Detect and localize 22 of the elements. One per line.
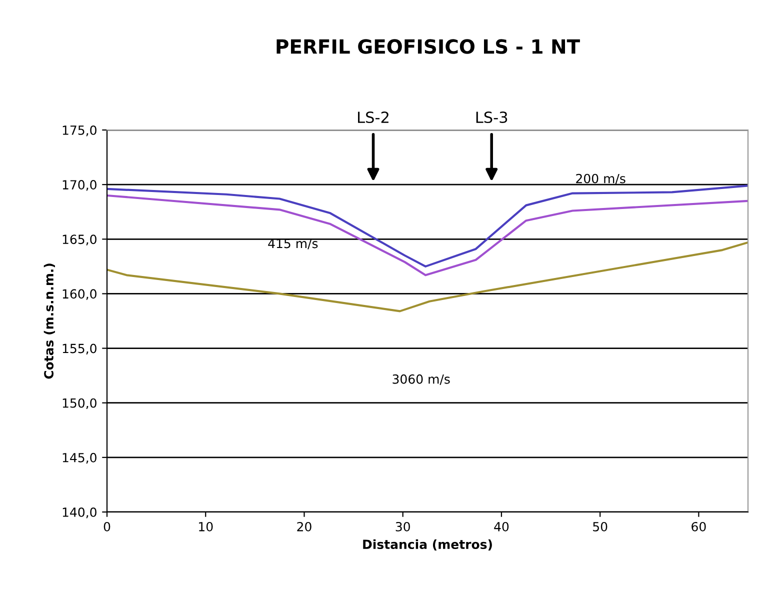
x-tick-label: 60 (692, 522, 706, 532)
x-tick-label: 30 (396, 522, 410, 532)
x-tick-label: 20 (297, 522, 312, 532)
x-axis-title: Distancia (metros) (363, 539, 492, 551)
y-tick-label: 150,0 (62, 398, 96, 410)
x-tick-label: 10 (199, 522, 213, 532)
y-tick-label: 155,0 (62, 344, 96, 354)
y-tick-label: 160,0 (62, 289, 96, 300)
x-tick-label: 40 (494, 522, 509, 532)
y-tick-label: 170,0 (62, 180, 96, 191)
text: LS-3 (476, 112, 508, 124)
y-axis-title: Cotas (m.s.n.m.) (44, 264, 55, 379)
chart-title: PERFIL GEOFISICO LS - 1 NT (276, 39, 580, 54)
x-tick-label: 50 (593, 522, 608, 532)
y-tick-label: 175,0 (62, 125, 96, 136)
y-tick-label: 165,0 (62, 234, 96, 246)
y-tick-label: 140,0 (62, 507, 96, 518)
text: LS-2 (358, 112, 388, 124)
annotation: 200 m/s (576, 174, 626, 184)
annotation: 3060 m/s (392, 374, 450, 385)
x-tick-label: 0 (104, 522, 110, 532)
y-tick-label: 145,0 (62, 452, 96, 464)
